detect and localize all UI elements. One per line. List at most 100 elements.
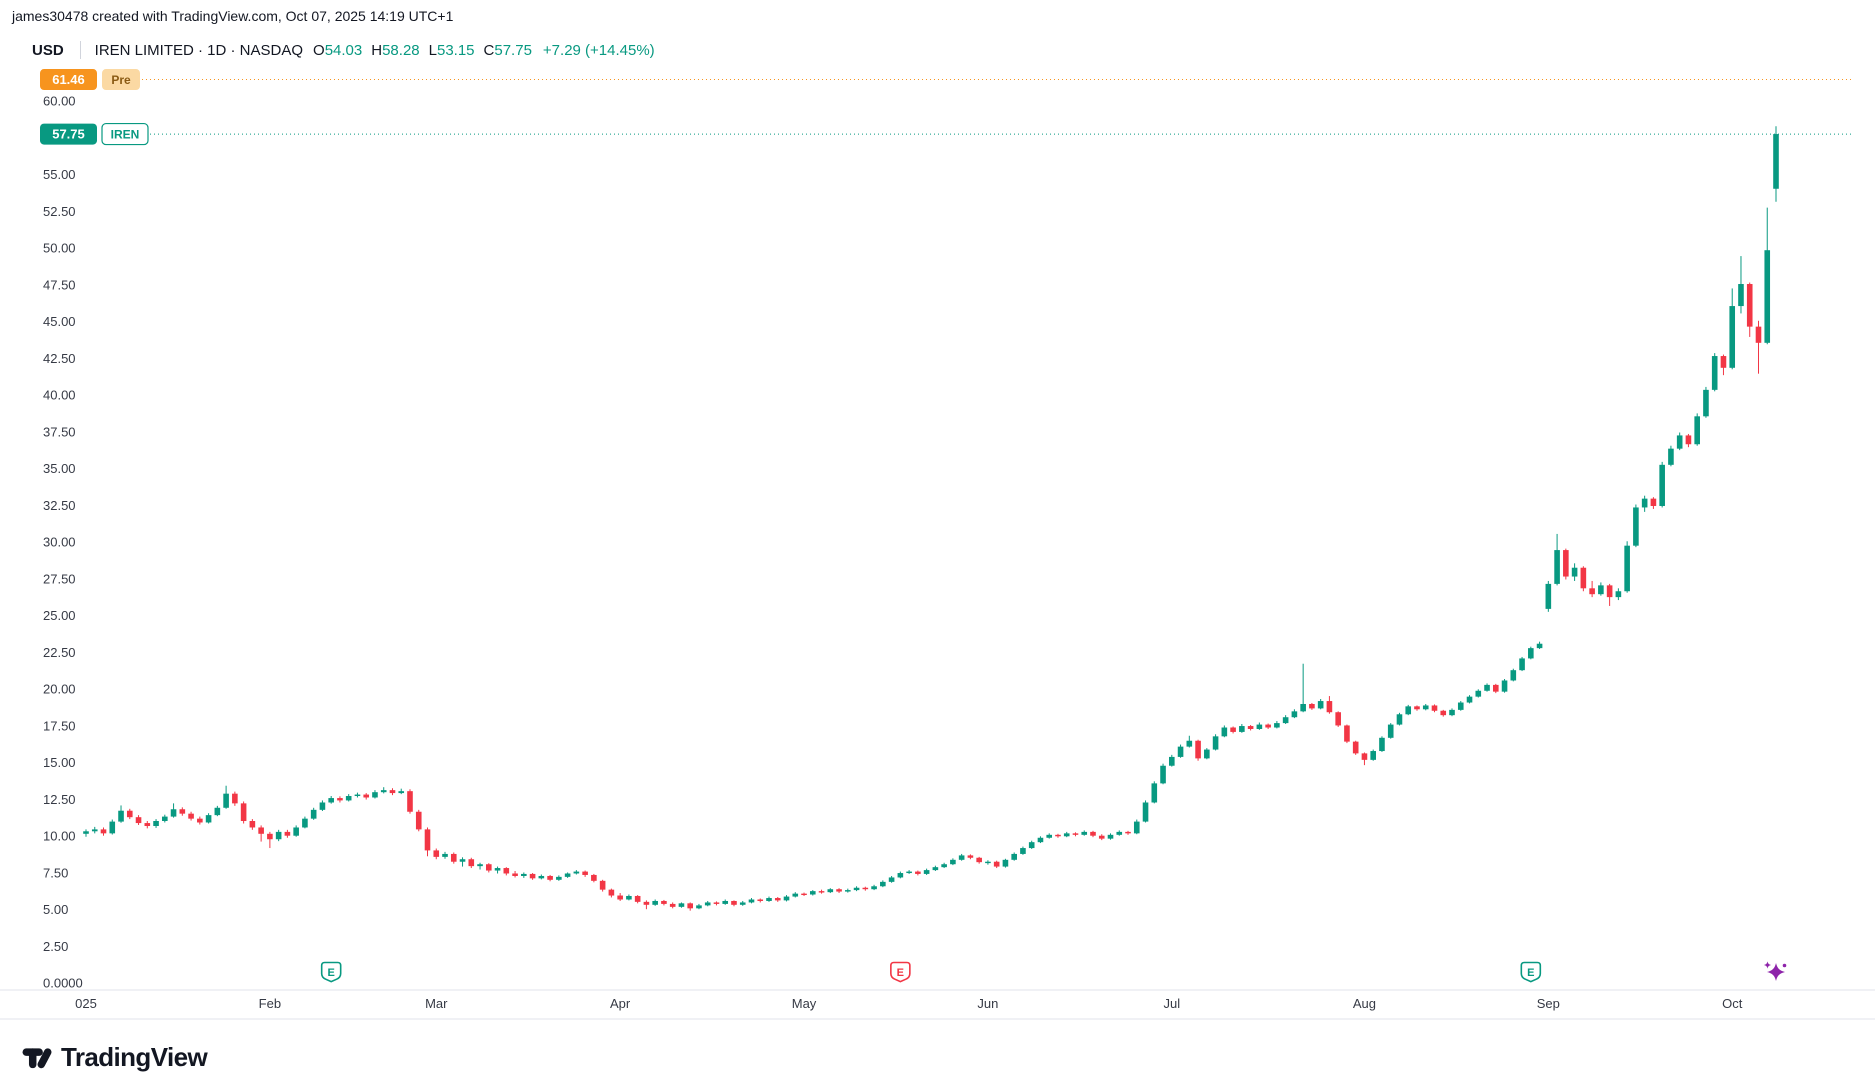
candle-body bbox=[1492, 684, 1499, 692]
candle bbox=[389, 788, 396, 796]
candle-body bbox=[993, 861, 1000, 867]
candle-body bbox=[109, 821, 116, 834]
tradingview-logo[interactable]: TradingView bbox=[22, 1042, 208, 1073]
candle bbox=[424, 827, 431, 857]
candle bbox=[328, 796, 334, 804]
candle bbox=[477, 862, 483, 870]
candle bbox=[1484, 683, 1490, 692]
candle-body bbox=[1186, 740, 1193, 747]
candle bbox=[135, 815, 142, 825]
price-tick-label: 52.50 bbox=[43, 204, 76, 219]
candle-body bbox=[389, 790, 396, 794]
sparkle-event-icon[interactable] bbox=[1763, 961, 1787, 981]
candle bbox=[713, 901, 720, 906]
candle bbox=[985, 860, 991, 865]
candle-body bbox=[468, 859, 475, 867]
candle bbox=[1116, 830, 1123, 836]
candle bbox=[354, 792, 361, 798]
candle-body bbox=[521, 873, 527, 876]
sparkle-star bbox=[1767, 963, 1785, 981]
candle-body bbox=[1685, 435, 1692, 445]
candle-body bbox=[1729, 306, 1736, 368]
candle bbox=[1554, 533, 1560, 586]
candle bbox=[626, 894, 632, 901]
candle bbox=[170, 803, 177, 818]
candle bbox=[661, 899, 667, 906]
candle-body bbox=[958, 855, 965, 860]
symbol-title[interactable]: IREN LIMITED · 1D · NASDAQ bbox=[94, 41, 304, 59]
candle-body bbox=[1081, 831, 1088, 835]
candle-body bbox=[1484, 684, 1490, 691]
price-tick-label: 55.00 bbox=[43, 167, 76, 182]
candle bbox=[1738, 256, 1744, 314]
candle bbox=[267, 831, 273, 849]
price-axis[interactable]: 60.00 55.00 52.50 50.00 47.50 45.00 42.50 40.00… bbox=[43, 94, 83, 991]
earnings-icon[interactable]: E bbox=[1520, 961, 1542, 983]
candle bbox=[118, 805, 124, 823]
candle-body bbox=[223, 793, 229, 808]
candle bbox=[1011, 852, 1017, 861]
candle bbox=[1291, 709, 1298, 719]
time-axis[interactable]: 025 Feb Mar Apr May Jun Jul Aug Sep Oct bbox=[75, 996, 1743, 1011]
candle-body bbox=[529, 873, 536, 879]
price-tick-label: 30.00 bbox=[43, 535, 76, 550]
candle-body bbox=[1431, 705, 1438, 711]
candle-body bbox=[494, 868, 501, 871]
candle-body bbox=[1090, 831, 1096, 836]
candle bbox=[179, 807, 186, 816]
earnings-icon[interactable]: E bbox=[890, 961, 911, 983]
candle-body bbox=[634, 895, 641, 902]
candle-body bbox=[258, 827, 264, 834]
price-tick-label: 0.0000 bbox=[43, 976, 83, 991]
candle-body bbox=[197, 818, 203, 823]
candle-body bbox=[1239, 726, 1245, 732]
candle bbox=[766, 896, 772, 902]
candle bbox=[1387, 723, 1394, 739]
price-tick-label: 47.50 bbox=[43, 277, 76, 292]
candle-body bbox=[512, 873, 518, 876]
candle bbox=[967, 854, 974, 860]
candle-body bbox=[538, 875, 545, 879]
candle-body bbox=[380, 790, 387, 793]
candle bbox=[1326, 696, 1333, 714]
candle bbox=[950, 858, 956, 866]
candle-body bbox=[1169, 756, 1175, 766]
candle-body bbox=[976, 857, 982, 863]
candle-body bbox=[1650, 498, 1657, 506]
candlestick-series[interactable] bbox=[83, 126, 1779, 911]
candle-body bbox=[862, 887, 869, 890]
candle-body bbox=[1317, 701, 1324, 709]
candle bbox=[310, 807, 317, 820]
candle bbox=[1072, 832, 1079, 837]
candle-body bbox=[1072, 833, 1079, 835]
candle-body bbox=[1125, 831, 1131, 834]
time-tick-label: Jul bbox=[1163, 996, 1180, 1011]
candle-body bbox=[170, 809, 177, 817]
candle bbox=[1580, 566, 1587, 592]
candle bbox=[1440, 709, 1447, 717]
candle-body bbox=[1466, 696, 1473, 703]
candle bbox=[1037, 836, 1044, 844]
candle bbox=[83, 829, 89, 837]
candle-body bbox=[599, 880, 606, 890]
price-tick-label: 10.00 bbox=[43, 829, 76, 844]
earnings-icon[interactable]: E bbox=[320, 961, 342, 983]
candle bbox=[923, 868, 930, 875]
currency-button[interactable]: USD bbox=[32, 41, 64, 59]
candle-body bbox=[1449, 709, 1455, 716]
candle bbox=[407, 789, 413, 814]
candle bbox=[1230, 726, 1236, 734]
candle-body bbox=[792, 893, 799, 897]
time-tick-label: Apr bbox=[610, 996, 631, 1011]
candle bbox=[372, 790, 378, 799]
candle-body bbox=[1694, 416, 1700, 445]
candle-body bbox=[1352, 741, 1359, 754]
candle bbox=[748, 898, 755, 904]
candle-body bbox=[783, 896, 790, 901]
candle-body bbox=[433, 850, 440, 857]
candle bbox=[739, 900, 746, 906]
candle-body bbox=[950, 859, 956, 865]
candle bbox=[293, 825, 299, 837]
candle-body bbox=[1580, 567, 1587, 589]
